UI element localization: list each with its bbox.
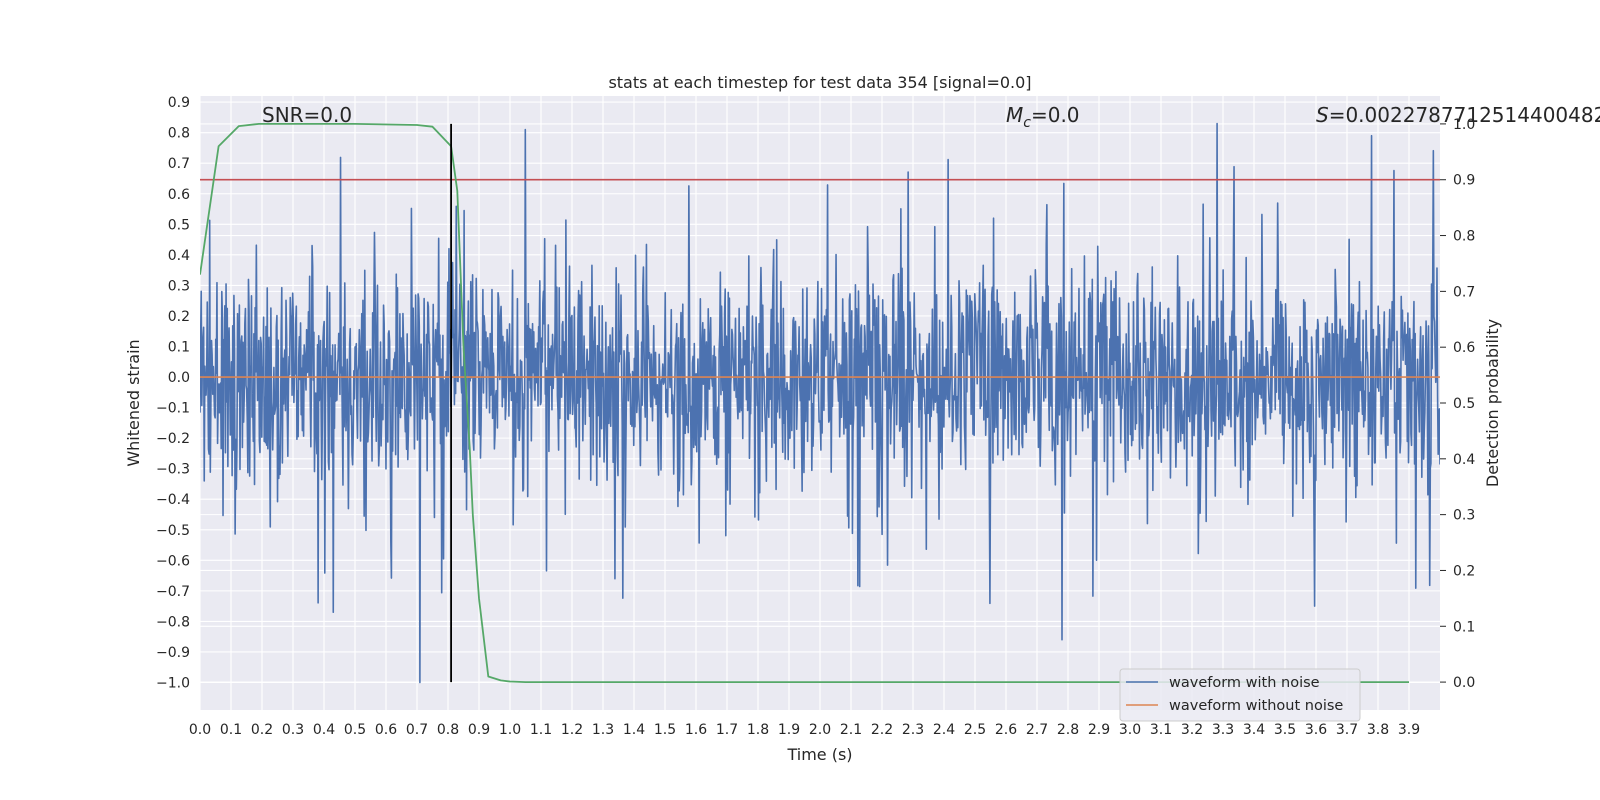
x-tick-label: 2.8 [1057,722,1079,738]
series-waveform-with-noise [200,122,1440,684]
x-tick-label: 3.8 [1367,722,1389,738]
x-tick-label: 0.8 [437,722,459,738]
y2-tick-label: 0.3 [1453,508,1475,524]
x-tick-label: 0.3 [282,722,304,738]
y-tick-label: 0.5 [168,217,190,233]
y-tick-label: 0.4 [168,248,190,264]
y2-tick-label: 1.0 [1453,117,1475,133]
x-tick-label: 3.2 [1181,722,1203,738]
x-tick-label: 2.2 [871,722,893,738]
x-tick-label: 3.5 [1274,722,1296,738]
y-tick-label: 0.3 [168,278,190,294]
legend: waveform with noise waveform without noi… [1119,668,1361,722]
y-tick-label: 0.2 [168,309,190,325]
x-tick-label: 3.9 [1398,722,1420,738]
x-tick-label: 1.8 [747,722,769,738]
legend-label-without-noise: waveform without noise [1169,698,1343,714]
x-tick-label: 1.4 [623,722,645,738]
y-tick-label: 0.8 [168,126,190,142]
legend-box [1119,668,1361,722]
y2-tick-label: 0.0 [1453,675,1475,691]
x-tick-label: 0.1 [220,722,242,738]
y2-axis-ticks: 1.0 0.9 0.8 0.7 0.6 0.5 0.4 0.3 0.2 0.1 0.0 [1440,117,1475,691]
y-tick-label: −0.2 [156,431,190,447]
x-tick-label: 3.7 [1336,722,1358,738]
y-tick-label: −0.8 [156,614,190,630]
legend-label-with-noise: waveform with noise [1169,675,1320,691]
y-tick-label: 0.6 [168,187,190,203]
y2-tick-label: 0.6 [1453,340,1475,356]
y2-tick-label: 0.8 [1453,229,1475,245]
x-tick-label: 0.0 [189,722,211,738]
x-tick-label: 2.5 [964,722,986,738]
x-tick-label: 0.2 [251,722,273,738]
y-axis-ticks: 0.9 0.8 0.7 0.6 0.5 0.4 0.3 0.2 0.1 0.0 −0.1 −0.2 −0… [156,95,190,691]
y2-tick-label: 0.1 [1453,619,1475,635]
x-tick-label: 3.1 [1150,722,1172,738]
x-tick-label: 3.6 [1305,722,1327,738]
y-axis-label: Whitened strain [124,339,143,466]
y-tick-label: 0.1 [168,339,190,355]
y-tick-label: −0.9 [156,645,190,661]
x-tick-label: 2.1 [840,722,862,738]
y-tick-label: −0.3 [156,462,190,478]
y-tick-label: 0.7 [168,156,190,172]
y-tick-label: −0.7 [156,584,190,600]
y-tick-label: 0.0 [168,370,190,386]
x-tick-label: 1.0 [499,722,521,738]
y-tick-label: −0.1 [156,401,190,417]
x-axis-label: Time (s) [786,745,852,764]
y2-tick-label: 0.9 [1453,173,1475,189]
annotation-snr: SNR=0.0 [262,103,352,127]
x-tick-label: 2.4 [933,722,955,738]
y2-tick-label: 0.2 [1453,563,1475,579]
y2-axis-label: Detection probability [1483,319,1502,487]
x-tick-label: 1.2 [561,722,583,738]
x-tick-label: 1.3 [592,722,614,738]
x-tick-label: 1.6 [685,722,707,738]
y-tick-label: −1.0 [156,676,190,692]
annotation-s: S=0.0022787712514400482 [1316,103,1600,127]
x-tick-label: 0.9 [468,722,490,738]
x-axis-ticks: 0.0 0.1 0.2 0.3 0.4 0.5 0.6 0.7 0.8 0.9 1.0 1.1 1.2 1… [189,722,1420,738]
y-tick-label: 0.9 [168,95,190,111]
chart-title: stats at each timestep for test data 354… [608,73,1031,92]
x-tick-label: 3.3 [1212,722,1234,738]
y-tick-label: −0.5 [156,523,190,539]
x-tick-label: 2.7 [1026,722,1048,738]
x-tick-label: 1.7 [716,722,738,738]
x-tick-label: 0.5 [344,722,366,738]
x-tick-label: 2.3 [902,722,924,738]
x-tick-label: 3.4 [1243,722,1265,738]
y-tick-label: −0.6 [156,553,190,569]
x-tick-label: 2.6 [995,722,1017,738]
x-tick-label: 2.9 [1088,722,1110,738]
x-tick-label: 0.7 [406,722,428,738]
annotation-mc: Mc=0.0 [1006,103,1080,131]
y2-tick-label: 0.7 [1453,284,1475,300]
plot-series [200,122,1440,684]
x-tick-label: 0.4 [313,722,335,738]
series-detection-probability [200,123,1409,683]
x-tick-label: 1.5 [654,722,676,738]
x-tick-label: 1.9 [778,722,800,738]
y2-tick-label: 0.4 [1453,452,1475,468]
y2-tick-label: 0.5 [1453,396,1475,412]
x-tick-label: 2.0 [809,722,831,738]
x-tick-label: 1.1 [530,722,552,738]
x-tick-label: 0.6 [375,722,397,738]
annotations: SNR=0.0 Mc=0.0 S=0.0022787712514400482 [262,103,1600,131]
y-tick-label: −0.4 [156,492,190,508]
x-tick-label: 3.0 [1119,722,1141,738]
